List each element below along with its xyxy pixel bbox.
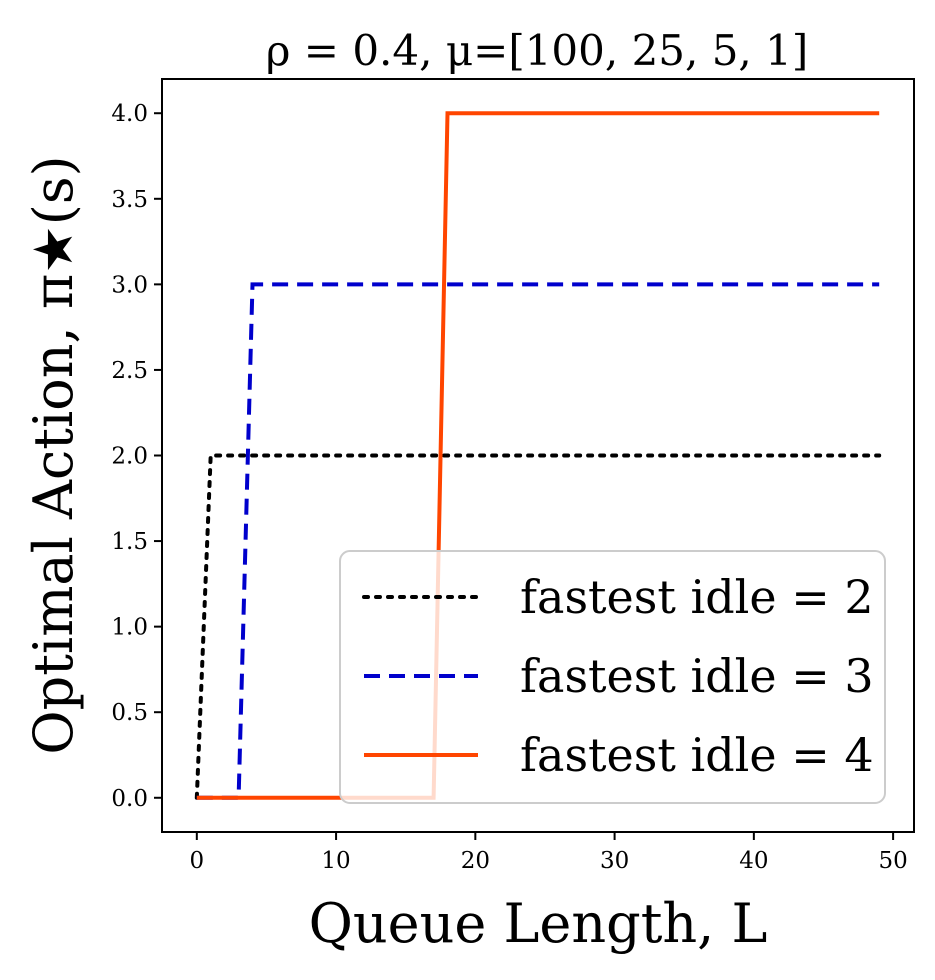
y-tick-label: 3.0 <box>111 272 148 298</box>
y-tick-label: 0.5 <box>111 700 148 726</box>
y-tick-label: 3.5 <box>111 187 148 213</box>
x-tick-label: 20 <box>461 848 490 874</box>
y-tick-label: 0.0 <box>111 786 148 812</box>
legend-label-1: fastest idle = 2 <box>520 570 874 624</box>
y-axis-ticks: 0.0 0.5 1.0 1.5 2.0 2.5 3.0 3.5 4.0 <box>111 101 162 812</box>
y-tick-label: 4.0 <box>111 101 148 127</box>
y-tick-label: 1.5 <box>111 529 148 555</box>
y-tick-label: 2.0 <box>111 444 148 470</box>
legend-label-3: fastest idle = 4 <box>520 728 874 782</box>
legend-entries: fastest idle = 2 fastest idle = 3 fastest … <box>362 570 874 782</box>
x-tick-label: 50 <box>878 848 907 874</box>
x-axis-ticks: 0 10 20 30 40 50 <box>189 832 908 874</box>
series-line-3 <box>196 111 880 800</box>
plot-area: 0 10 20 30 40 50 0.0 0.5 1.0 1.5 2.0 2.5 3.0 3.5 4.0 <box>111 78 915 874</box>
x-tick-label: 10 <box>321 848 350 874</box>
legend-label-2: fastest idle = 3 <box>520 649 874 703</box>
chart-title: ρ = 0.4, μ=[100, 25, 5, 1] <box>266 26 809 75</box>
x-tick-label: 0 <box>189 848 204 874</box>
y-tick-label: 1.0 <box>111 615 148 641</box>
x-axis-title: Queue Length, L <box>309 892 768 955</box>
x-tick-label: 30 <box>600 848 629 874</box>
legend-box <box>339 550 886 804</box>
y-axis-title: Optimal Action, π★(s) <box>22 155 85 754</box>
x-tick-label: 40 <box>739 848 768 874</box>
legend: fastest idle = 2 fastest idle = 3 fastest … <box>339 550 886 804</box>
series-layer <box>194 111 882 800</box>
y-tick-label: 2.5 <box>111 358 148 384</box>
